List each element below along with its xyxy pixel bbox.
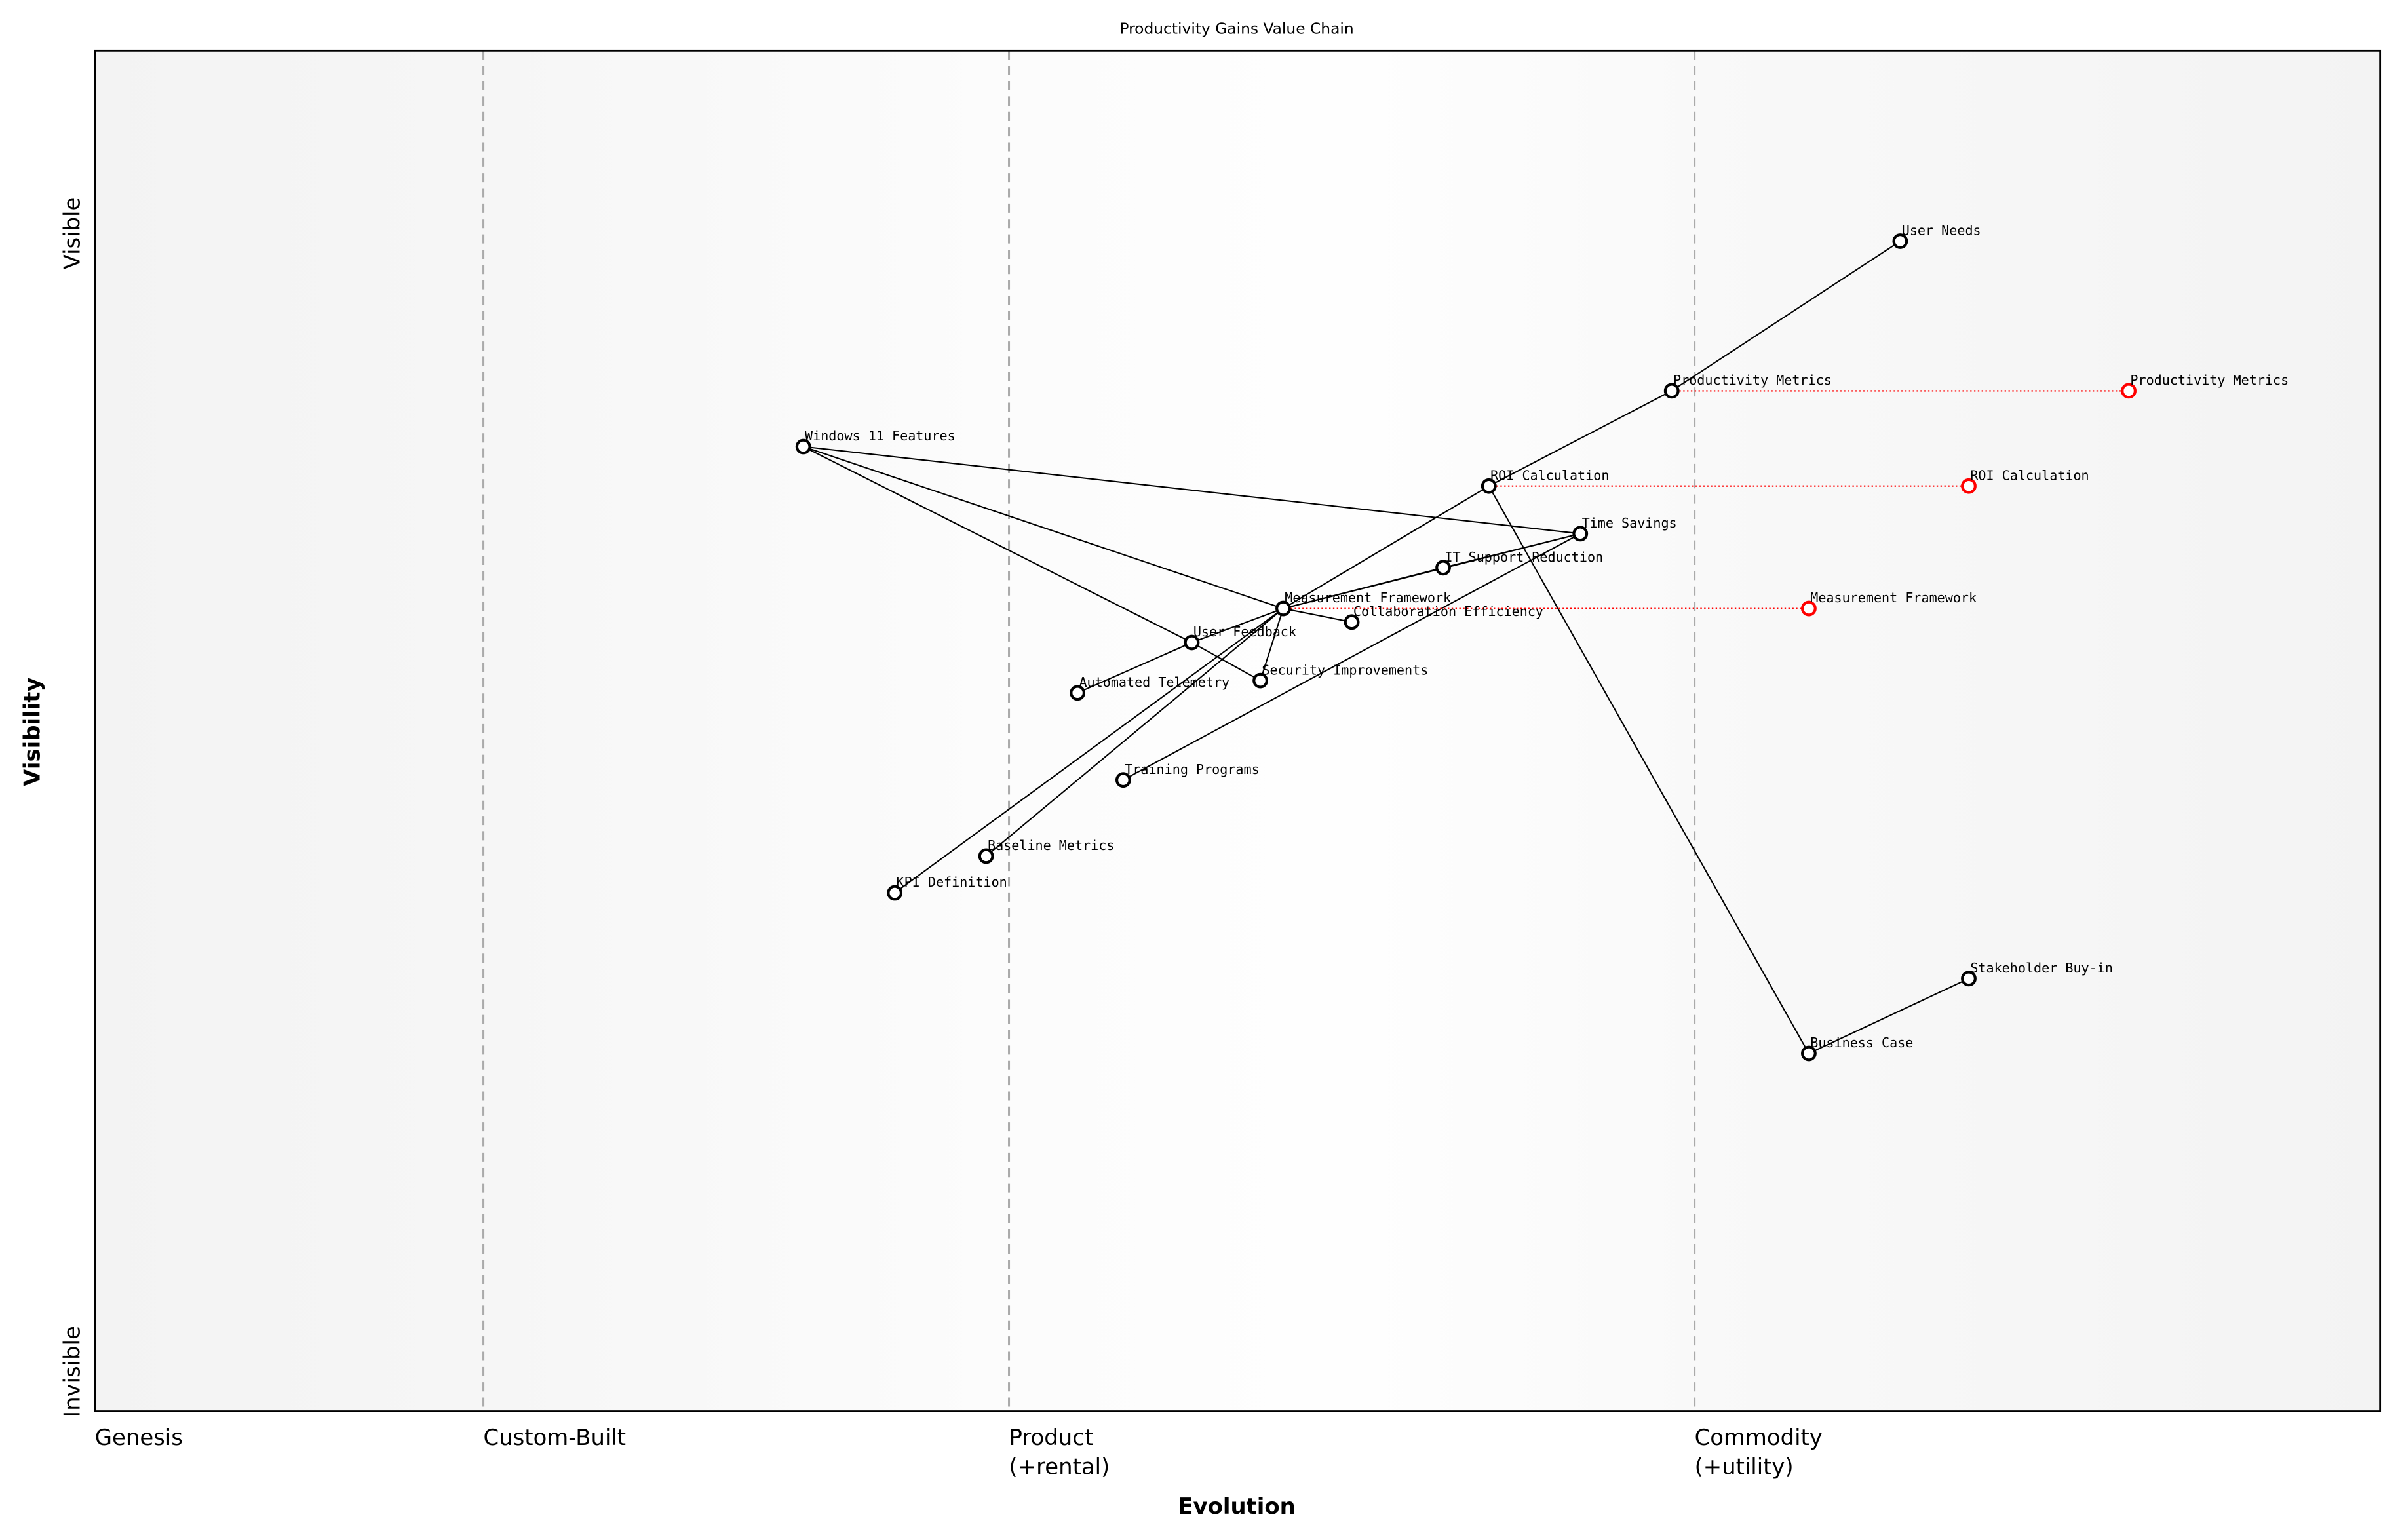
link-windows-11-features-time-savings [803, 446, 1581, 535]
component-user-needs-label: User Needs [1902, 223, 1981, 239]
component-time-savings[interactable] [1572, 526, 1589, 542]
plot-frame [94, 49, 2382, 1412]
component-kpi-definition-label: KPI Definition [897, 874, 1007, 890]
component-security-improvements-label: Security Improvements [1262, 662, 1428, 678]
component-windows-11-features[interactable] [795, 438, 811, 455]
component-business-case[interactable] [1801, 1045, 1817, 1062]
component-stakeholder-buy-in-label: Stakeholder Buy-in [1970, 960, 2113, 976]
link-business-case-stakeholder-buy-in [1808, 978, 1969, 1054]
evolved-roi-calculation[interactable] [1961, 478, 1977, 494]
component-measurement-framework-label: Measurement Framework [1285, 590, 1451, 606]
link-roi-calculation-business-case [1488, 486, 1810, 1054]
component-baseline-metrics[interactable] [978, 848, 994, 864]
component-business-case-label: Business Case [1810, 1035, 1913, 1050]
component-roi-calculation[interactable] [1481, 478, 1497, 494]
evolved-productivity-metrics[interactable] [2121, 383, 2137, 399]
component-automated-telemetry-label: Automated Telemetry [1079, 674, 1229, 690]
stage-label: Product (+rental) [1009, 1425, 1110, 1479]
component-productivity-metrics[interactable] [1663, 383, 1680, 399]
component-training-programs-label: Training Programs [1125, 761, 1260, 777]
component-roi-calculation-label: ROI Calculation [1490, 467, 1609, 483]
evolved-roi-calculation-label: ROI Calculation [1970, 467, 2089, 483]
stage-label: Genesis [95, 1425, 183, 1450]
component-collaboration-efficiency-label: Collaboration Efficiency [1353, 604, 1543, 619]
link-user-needs-productivity-metrics [1671, 241, 1901, 392]
component-it-support-reduction[interactable] [1435, 560, 1451, 576]
evolved-measurement-framework-label: Measurement Framework [1810, 590, 1977, 606]
component-automated-telemetry[interactable] [1070, 685, 1086, 701]
component-windows-11-features-label: Windows 11 Features [805, 428, 956, 444]
link-measurement-framework-it-support-reduction [1283, 567, 1444, 609]
link-roi-calculation-measurement-framework [1283, 485, 1490, 609]
link-measurement-framework-baseline-metrics [985, 607, 1284, 857]
component-baseline-metrics-label: Baseline Metrics [988, 837, 1114, 853]
link-it-support-reduction-time-savings [1442, 533, 1581, 569]
link-measurement-framework-user-feedback [1191, 607, 1284, 644]
component-security-improvements[interactable] [1252, 672, 1268, 689]
stage-label: Commodity (+utility) [1695, 1425, 1823, 1479]
link-windows-11-features-user-feedback [803, 446, 1192, 644]
component-user-feedback-label: User Feedback [1193, 624, 1296, 640]
component-it-support-reduction-label: IT Support Reduction [1444, 549, 1603, 565]
component-user-needs[interactable] [1892, 233, 1908, 249]
component-stakeholder-buy-in[interactable] [1961, 971, 1977, 987]
y-axis-label: Visibility [20, 677, 45, 786]
component-user-feedback[interactable] [1184, 634, 1200, 651]
link-user-feedback-security-improvements [1191, 642, 1261, 682]
component-collaboration-efficiency[interactable] [1344, 614, 1360, 630]
component-measurement-framework[interactable] [1275, 600, 1291, 617]
component-time-savings-label: Time Savings [1582, 515, 1677, 531]
link-productivity-metrics-roi-calculation [1488, 390, 1673, 487]
component-kpi-definition[interactable] [887, 885, 903, 901]
link-time-savings-training-programs [1123, 533, 1581, 781]
evolved-productivity-metrics-label: Productivity Metrics [2130, 372, 2289, 388]
component-training-programs[interactable] [1115, 772, 1131, 788]
link-windows-11-features-measurement-framework [803, 446, 1284, 609]
chart-title: Productivity Gains Value Chain [1119, 20, 1353, 38]
component-productivity-metrics-label: Productivity Metrics [1673, 372, 1832, 388]
y-tick-visible: Visible [59, 197, 85, 270]
link-measurement-framework-kpi-definition [894, 607, 1284, 894]
y-tick-invisible: Invisible [59, 1326, 85, 1417]
evolved-measurement-framework[interactable] [1801, 600, 1817, 617]
plot-background [94, 50, 2380, 1412]
x-axis-label: Evolution [1178, 1493, 1295, 1519]
link-measurement-framework-security-improvements [1260, 608, 1284, 681]
link-measurement-framework-collaboration-efficiency [1283, 607, 1352, 623]
link-user-feedback-automated-telemetry [1077, 642, 1192, 694]
stage-label: Custom-Built [484, 1425, 627, 1450]
